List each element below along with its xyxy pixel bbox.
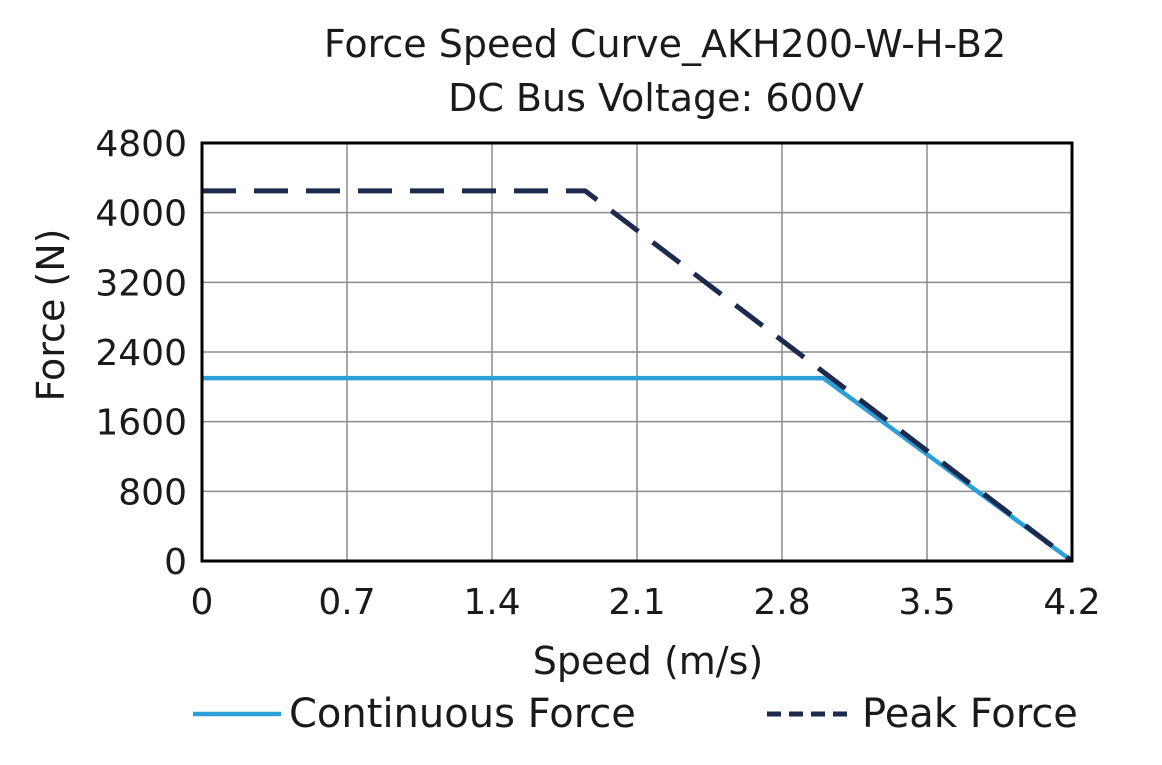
y-tick-labels: 0 800 1600 2400 3200 4000 4800 — [95, 124, 187, 583]
x-tick-label: 4.2 — [1043, 582, 1100, 623]
legend-label-continuous-force: Continuous Force — [289, 691, 636, 737]
x-tick-label: 2.8 — [753, 582, 810, 623]
chart-subtitle: DC Bus Voltage: 600V — [448, 76, 864, 120]
y-tick-label: 800 — [118, 472, 187, 513]
y-tick-label: 2400 — [95, 333, 187, 374]
y-tick-label: 0 — [164, 542, 187, 583]
y-tick-label: 4800 — [95, 124, 187, 165]
x-axis-label: Speed (m/s) — [533, 639, 763, 683]
y-tick-label: 1600 — [95, 403, 187, 444]
chart-title: Force Speed Curve_AKH200-W-H-B2 — [324, 22, 1006, 66]
plot-frame — [200, 141, 1074, 563]
x-tick-label: 2.1 — [608, 582, 665, 623]
grid-lines — [202, 143, 1072, 561]
y-tick-label: 4000 — [95, 194, 187, 235]
x-tick-label: 1.4 — [463, 582, 520, 623]
x-tick-label: 0 — [191, 582, 214, 623]
legend: Continuous Force Peak Force — [193, 691, 1078, 737]
y-tick-label: 3200 — [95, 263, 187, 304]
y-axis-label: Force (N) — [29, 229, 73, 402]
x-tick-label: 3.5 — [898, 582, 955, 623]
series-layer — [202, 188, 1074, 563]
legend-label-peak-force: Peak Force — [862, 691, 1078, 737]
x-tick-label: 0.7 — [318, 582, 375, 623]
series-line-peak-force — [202, 188, 1074, 563]
x-tick-labels: 0 0.7 1.4 2.1 2.8 3.5 4.2 — [191, 582, 1101, 623]
